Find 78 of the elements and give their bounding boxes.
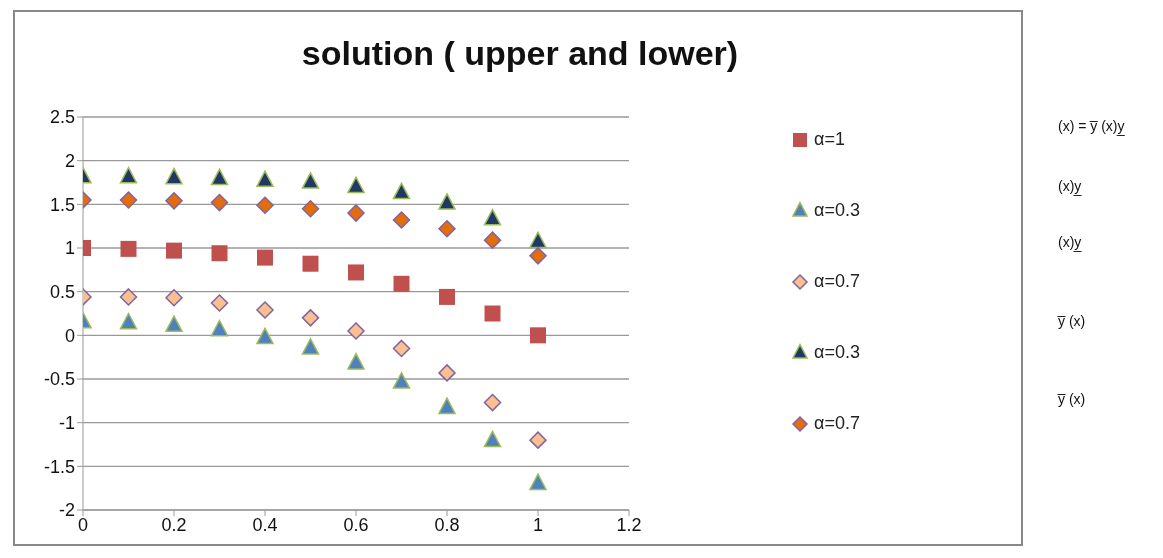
text: y̅ (x) — [1058, 391, 1086, 407]
point — [301, 338, 320, 355]
point — [347, 204, 365, 222]
y-tick-label: -2 — [58, 500, 75, 521]
point — [529, 231, 547, 249]
point — [392, 339, 411, 358]
point — [256, 170, 274, 188]
point — [301, 309, 320, 327]
point — [120, 240, 137, 257]
point — [257, 249, 273, 266]
point — [439, 288, 455, 305]
y-tick-label: 2.5 — [49, 107, 75, 128]
point — [210, 168, 229, 186]
x-tick-label: 0.6 — [343, 514, 369, 535]
point — [483, 231, 502, 249]
x-tick-label: 0.4 — [252, 514, 278, 535]
legend-label: α=1 — [814, 129, 845, 150]
point — [347, 352, 365, 370]
point — [392, 372, 411, 389]
y-tick-label: -1.5 — [43, 456, 75, 477]
y-tick-label: -1 — [58, 413, 75, 434]
point — [438, 220, 456, 238]
point — [438, 364, 456, 382]
legend-label: α=0.3 — [814, 200, 860, 221]
point — [119, 166, 138, 184]
text: (x)y̲ — [1058, 234, 1082, 250]
y-tick-label: -0.5 — [43, 369, 75, 390]
legend-label: α=0.3 — [814, 342, 860, 363]
point — [210, 319, 229, 337]
point — [483, 208, 502, 226]
point — [210, 193, 229, 212]
point — [165, 167, 183, 185]
point — [119, 312, 138, 330]
point — [119, 288, 138, 306]
x-tick-label: 1 — [532, 514, 544, 535]
point — [484, 305, 501, 322]
point — [301, 172, 320, 189]
point — [165, 289, 183, 307]
point — [529, 247, 547, 265]
point — [256, 301, 274, 319]
point — [483, 393, 502, 412]
y-tick-label: 0 — [64, 325, 75, 346]
point — [438, 397, 456, 415]
y-tick-label: 0.5 — [49, 282, 75, 303]
point — [166, 242, 182, 259]
x-tick-label: 0.2 — [161, 514, 187, 535]
point — [483, 430, 502, 448]
text: (x) = y̅ (x)y̲ — [1058, 118, 1125, 134]
legend-label: α=0.7 — [814, 271, 860, 292]
legend-label: α=0.7 — [814, 413, 860, 434]
point — [529, 431, 547, 449]
point — [392, 211, 411, 229]
point — [210, 294, 229, 312]
point — [392, 182, 411, 200]
y-tick-label: 1 — [64, 238, 75, 259]
x-tick-label: 0.8 — [434, 514, 460, 535]
point — [256, 196, 274, 214]
point — [301, 199, 320, 218]
point — [347, 176, 365, 194]
point — [530, 327, 546, 344]
y-tick-label: 2 — [64, 151, 75, 172]
text: (x)y̲ — [1058, 178, 1082, 194]
point — [347, 322, 365, 340]
point — [438, 193, 456, 210]
point — [302, 255, 319, 272]
point — [211, 245, 228, 262]
point — [393, 275, 410, 292]
point — [348, 264, 364, 281]
y-tick-label: 1.5 — [49, 194, 75, 215]
point — [165, 192, 183, 210]
point — [119, 191, 138, 209]
x-tick-label: 0 — [77, 514, 89, 535]
point — [529, 473, 547, 491]
chart-title: solution ( upper and lower) — [300, 34, 740, 73]
text: y̅ (x) — [1058, 313, 1086, 329]
point — [256, 327, 274, 345]
x-tick-label: 1.2 — [616, 514, 642, 535]
point — [165, 315, 183, 333]
